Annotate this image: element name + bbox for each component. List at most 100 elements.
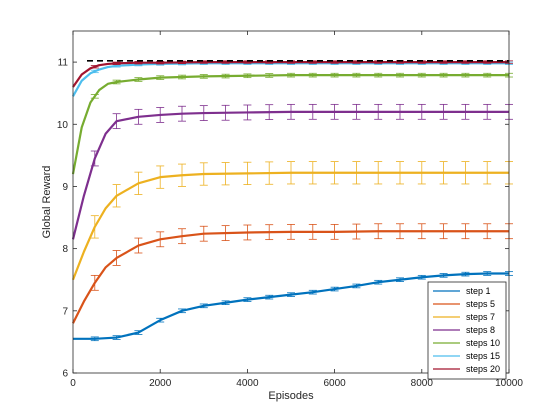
error-bar bbox=[396, 277, 404, 282]
x-axis-ticks: 0 2000 4000 6000 8000 10000 bbox=[70, 31, 523, 389]
error-bar bbox=[417, 223, 426, 240]
error-bar bbox=[199, 74, 208, 79]
error-bar bbox=[156, 317, 165, 323]
error-bar bbox=[178, 163, 186, 187]
legend-label: step 1 bbox=[466, 286, 491, 296]
plot-frame bbox=[72, 30, 510, 374]
error-bar bbox=[156, 231, 165, 248]
error-bar bbox=[287, 292, 295, 297]
error-bar bbox=[396, 72, 404, 78]
error-bar bbox=[417, 103, 426, 120]
legend-label: steps 5 bbox=[466, 299, 495, 309]
error-bar bbox=[112, 184, 121, 208]
error-bar bbox=[112, 335, 121, 340]
series-steps-5 bbox=[72, 223, 513, 324]
legend-label: steps 7 bbox=[466, 312, 495, 322]
error-bar bbox=[199, 162, 208, 186]
error-bar bbox=[90, 336, 99, 342]
y-tick-label: 7 bbox=[62, 306, 68, 317]
error-bar bbox=[112, 113, 121, 130]
error-bar bbox=[439, 161, 448, 185]
legend-label: steps 8 bbox=[466, 325, 495, 335]
error-bar bbox=[330, 72, 339, 78]
x-tick-label: 0 bbox=[70, 378, 76, 389]
error-bar bbox=[90, 69, 99, 74]
error-bar bbox=[330, 103, 339, 120]
error-bar bbox=[287, 72, 295, 78]
legend-item: step 1 bbox=[433, 286, 491, 296]
error-bar bbox=[483, 271, 492, 276]
error-bar bbox=[287, 161, 295, 185]
error-bar bbox=[112, 250, 121, 266]
error-bar bbox=[396, 161, 404, 185]
error-bar bbox=[90, 215, 99, 239]
error-bar bbox=[156, 75, 165, 80]
error-bar bbox=[134, 330, 143, 335]
y-tick-label: 10 bbox=[57, 120, 69, 131]
error-bar bbox=[221, 162, 230, 186]
error-bar bbox=[352, 161, 361, 185]
y-tick-label: 8 bbox=[62, 244, 68, 255]
error-bar bbox=[178, 105, 186, 122]
error-bar bbox=[221, 104, 230, 121]
error-bar bbox=[308, 223, 317, 240]
error-bar bbox=[134, 108, 143, 125]
error-bar bbox=[330, 223, 339, 240]
error-bar bbox=[461, 72, 470, 78]
series-steps-10 bbox=[71, 72, 513, 175]
error-bar bbox=[352, 103, 361, 120]
error-bar bbox=[352, 283, 361, 289]
error-bar bbox=[178, 228, 186, 245]
error-bar bbox=[287, 223, 295, 240]
error-bar bbox=[90, 94, 99, 99]
x-axis-label: Episodes bbox=[268, 390, 314, 402]
error-bar bbox=[221, 300, 230, 306]
error-bar bbox=[265, 73, 274, 78]
error-bar bbox=[112, 79, 121, 85]
error-bar bbox=[439, 72, 448, 78]
series-steps-8 bbox=[71, 103, 513, 240]
error-bar bbox=[308, 72, 317, 78]
error-bar bbox=[396, 103, 404, 120]
error-bar bbox=[265, 161, 274, 185]
error-bar bbox=[483, 72, 492, 78]
series-steps-7 bbox=[71, 161, 513, 281]
error-bar bbox=[199, 105, 208, 121]
y-tick-label: 11 bbox=[58, 58, 69, 69]
error-bar bbox=[417, 274, 426, 280]
error-bar bbox=[417, 72, 426, 78]
legend-label: steps 10 bbox=[466, 338, 500, 348]
x-tick-label: 8000 bbox=[411, 378, 434, 389]
legend-label: steps 15 bbox=[466, 351, 500, 361]
error-bar bbox=[439, 273, 448, 278]
error-bar bbox=[243, 161, 252, 185]
error-bar bbox=[265, 294, 274, 300]
error-bar bbox=[243, 104, 252, 121]
error-bar bbox=[134, 171, 143, 195]
series-step-1 bbox=[73, 271, 513, 342]
legend: step 1 steps 5 steps 7 steps 8 steps 10 steps… bbox=[427, 281, 507, 380]
x-tick-label: 2000 bbox=[149, 378, 172, 389]
error-bar bbox=[221, 225, 230, 241]
error-bar bbox=[156, 165, 165, 189]
error-bar bbox=[352, 223, 361, 240]
error-bar bbox=[308, 161, 317, 185]
error-bar bbox=[439, 103, 448, 120]
error-bar bbox=[243, 73, 252, 79]
legend-item: steps 8 bbox=[433, 325, 495, 335]
x-tick-label: 6000 bbox=[323, 378, 346, 389]
legend-item: steps 15 bbox=[433, 351, 500, 361]
error-bar bbox=[178, 308, 186, 314]
legend-label: steps 20 bbox=[466, 364, 500, 374]
error-bar bbox=[461, 161, 470, 185]
error-bar bbox=[90, 274, 99, 291]
error-bar bbox=[483, 161, 492, 185]
error-bar bbox=[417, 161, 426, 185]
error-bar bbox=[483, 223, 492, 240]
error-bar bbox=[265, 104, 274, 121]
error-bar bbox=[374, 279, 383, 285]
error-bar bbox=[461, 103, 470, 120]
error-bar bbox=[374, 103, 383, 120]
y-axis-label: Global Reward bbox=[41, 166, 53, 239]
error-bar bbox=[374, 223, 383, 240]
